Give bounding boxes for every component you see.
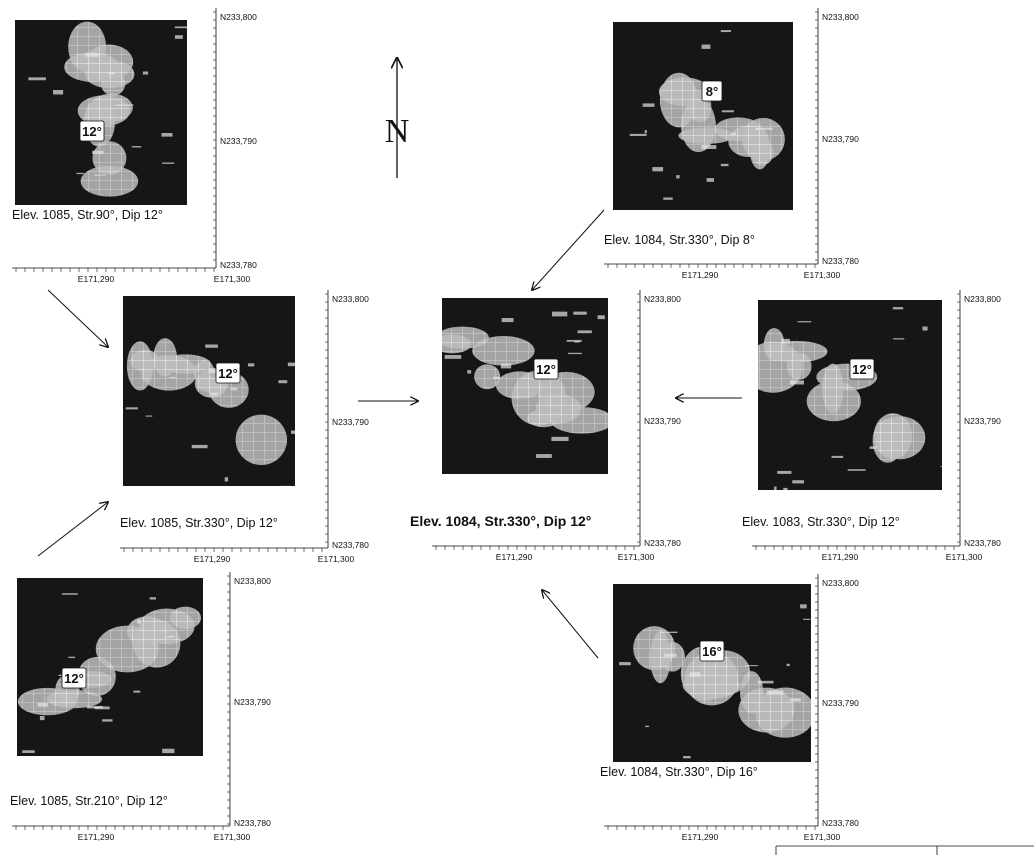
y-tick-label: N233,780: [234, 818, 271, 828]
ground-image: [613, 22, 793, 210]
y-tick-label: N233,790: [964, 416, 1001, 426]
dip-label: 12°: [79, 120, 105, 142]
axes: N233,800 N233,790 N233,780 E171,290 E171,300: [604, 8, 859, 280]
north-label: N: [385, 113, 410, 150]
dip-label: 12°: [533, 358, 559, 380]
panel-caption: Elev. 1084, Str.330°, Dip 8°: [604, 233, 755, 247]
panel-mid-right: 12° N233,800 N233,790 N233,780 E171,290 E171,…: [742, 290, 1001, 562]
ground-image: [758, 300, 942, 490]
y-tick-label: N233,800: [234, 576, 271, 586]
x-tick-label: E171,300: [318, 554, 355, 564]
y-tick-label: N233,800: [332, 294, 369, 304]
y-tick-label: N233,780: [964, 538, 1001, 548]
dip-label: 12°: [849, 358, 875, 380]
y-tick-label: N233,800: [822, 578, 859, 588]
y-tick-label: N233,800: [964, 294, 1001, 304]
x-tick-label: E171,300: [214, 832, 251, 842]
dip-label: 8°: [701, 80, 723, 102]
y-tick-label: N233,800: [220, 12, 257, 22]
y-tick-label: N233,790: [332, 417, 369, 427]
dip-value: 12°: [82, 124, 102, 139]
flow-arrows: [37, 209, 742, 659]
dip-label: 12°: [61, 667, 87, 689]
axes: N233,800 N233,790 N233,780 E171,290 E171,300: [12, 572, 271, 842]
ground-image: [442, 298, 608, 474]
dip-value: 12°: [218, 366, 238, 381]
y-tick-label: N233,800: [644, 294, 681, 304]
ground-image: [15, 20, 187, 205]
axes: N233,800 N233,790 N233,780 E171,290 E171,300: [604, 574, 859, 842]
ground-image: [123, 296, 295, 486]
dip-label: 12°: [215, 362, 241, 384]
arrow-bottom-left-to-mid-left: [37, 502, 108, 557]
partial-frame: [775, 845, 1034, 855]
x-tick-label: E171,300: [804, 270, 841, 280]
panels: 12° N233,800 N233,790 N233,780 E171,290 E171,…: [10, 8, 1001, 842]
x-tick-label: E171,290: [682, 270, 719, 280]
dip-value: 12°: [536, 362, 556, 377]
x-tick-label: E171,300: [618, 552, 655, 562]
x-tick-label: E171,300: [804, 832, 841, 842]
dip-label: 16°: [699, 640, 725, 662]
panel-mid-left: 12° N233,800 N233,790 N233,780 E171,290 E171,…: [120, 290, 369, 564]
panel-top-right: 8° N233,800 N233,790 N233,780 E171,290 E171,3…: [604, 8, 859, 280]
x-tick-label: E171,290: [496, 552, 533, 562]
axes: N233,800 N233,790 N233,780 E171,290 E171,300: [120, 290, 369, 564]
y-tick-label: N233,780: [220, 260, 257, 270]
x-tick-label: E171,290: [78, 274, 115, 284]
panel-bottom-left: 12° N233,800 N233,790 N233,780 E171,290 E171,…: [10, 572, 271, 842]
ground-image: [613, 584, 811, 762]
arrow-top-right-to-center: [532, 209, 605, 290]
panel-caption: Elev. 1084, Str.330°, Dip 16°: [600, 765, 758, 779]
panel-caption: Elev. 1085, Str.90°, Dip 12°: [12, 208, 163, 222]
dip-value: 16°: [702, 644, 722, 659]
y-tick-label: N233,780: [822, 256, 859, 266]
axes: N233,800 N233,790 N233,780 E171,290 E171,300: [752, 290, 1001, 562]
axes: N233,800 N233,790 N233,780 E171,290 E171,300: [12, 8, 257, 284]
x-tick-label: E171,290: [78, 832, 115, 842]
y-tick-label: N233,790: [822, 134, 859, 144]
y-tick-label: N233,790: [644, 416, 681, 426]
x-tick-label: E171,290: [682, 832, 719, 842]
x-tick-label: E171,290: [194, 554, 231, 564]
ground-image: [17, 578, 203, 756]
dip-value: 12°: [64, 671, 84, 686]
arrow-bottom-right-to-center: [542, 590, 599, 659]
dip-value: 12°: [852, 362, 872, 377]
panel-bottom-right: 16° N233,800 N233,790 N233,780 E171,290 E171,…: [600, 574, 859, 842]
arrow-top-left-to-mid-left: [47, 289, 108, 347]
x-tick-label: E171,290: [822, 552, 859, 562]
panel-caption: Elev. 1084, Str.330°, Dip 12°: [410, 513, 591, 529]
y-tick-label: N233,790: [220, 136, 257, 146]
y-tick-label: N233,780: [332, 540, 369, 550]
panel-caption: Elev. 1085, Str.330°, Dip 12°: [120, 516, 278, 530]
x-tick-label: E171,300: [214, 274, 251, 284]
x-tick-label: E171,300: [946, 552, 983, 562]
y-tick-label: N233,780: [644, 538, 681, 548]
axes: N233,800 N233,790 N233,780 E171,290 E171,300: [432, 290, 681, 562]
north-arrow: N: [385, 58, 410, 178]
y-tick-label: N233,790: [822, 698, 859, 708]
y-tick-label: N233,800: [822, 12, 859, 22]
dip-value: 8°: [706, 84, 718, 99]
y-tick-label: N233,790: [234, 697, 271, 707]
panel-top-left: 12° N233,800 N233,790 N233,780 E171,290 E171,…: [12, 8, 257, 284]
panel-caption: Elev. 1085, Str.210°, Dip 12°: [10, 794, 168, 808]
panel-center: 12° N233,800 N233,790 N233,780 E171,290 E171,…: [410, 290, 681, 562]
y-tick-label: N233,780: [822, 818, 859, 828]
panel-caption: Elev. 1083, Str.330°, Dip 12°: [742, 515, 900, 529]
